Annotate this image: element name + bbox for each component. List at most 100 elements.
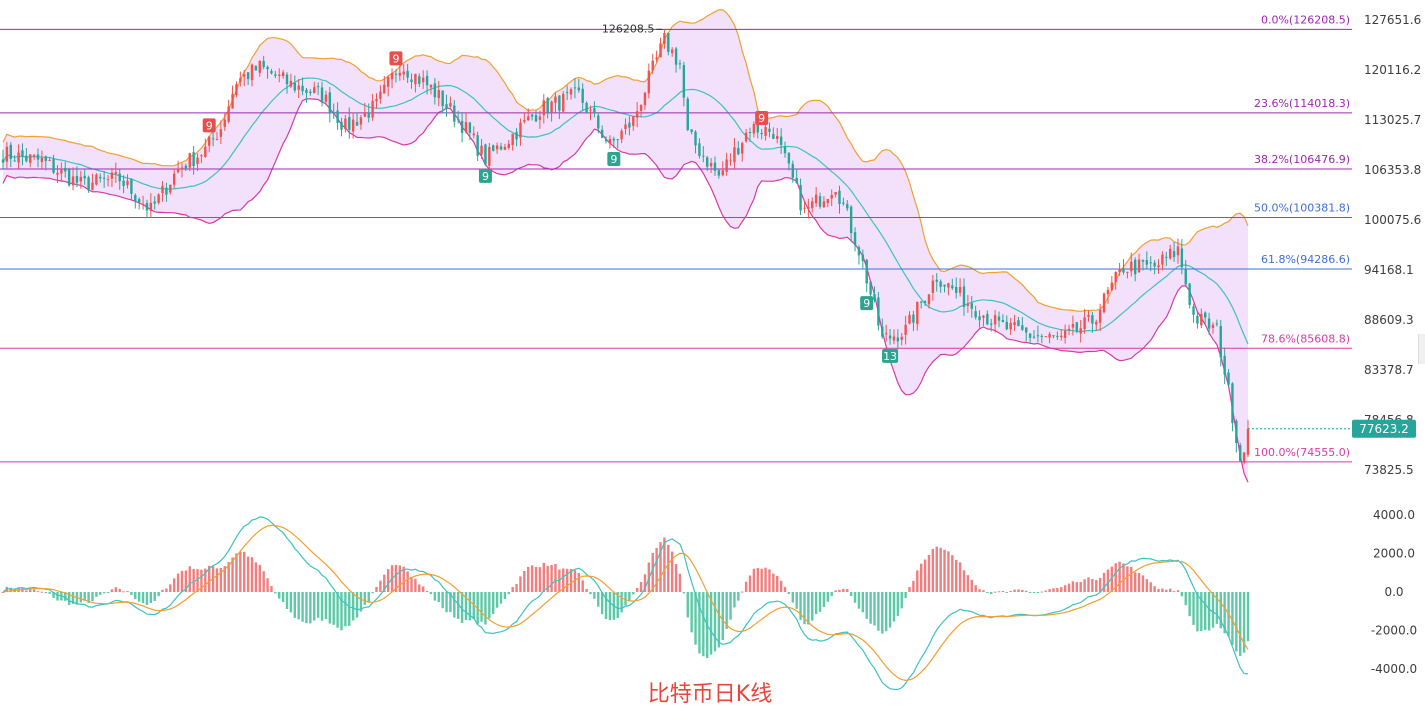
candle-body bbox=[530, 114, 534, 117]
candle-body bbox=[60, 168, 63, 174]
candle-body bbox=[375, 98, 378, 102]
candle-body bbox=[363, 112, 367, 117]
candle bbox=[1106, 286, 1110, 304]
candle-body bbox=[1056, 335, 1059, 337]
macd-histogram-bar bbox=[1176, 590, 1180, 592]
candle bbox=[1168, 244, 1172, 260]
candle bbox=[1246, 419, 1250, 457]
candle bbox=[281, 69, 285, 79]
candle-body bbox=[822, 201, 826, 208]
candle-body bbox=[5, 146, 9, 162]
macd-histogram-bar bbox=[853, 592, 857, 603]
candle-body bbox=[56, 172, 59, 175]
candle bbox=[157, 193, 160, 205]
candle-body bbox=[1130, 261, 1133, 272]
candle bbox=[301, 77, 304, 96]
candle bbox=[935, 273, 938, 292]
candle bbox=[818, 192, 822, 209]
macd-histogram-bar bbox=[966, 575, 970, 592]
candle-body bbox=[888, 335, 892, 339]
candle bbox=[1036, 325, 1040, 343]
candle-body bbox=[130, 179, 133, 194]
macd-histogram-bar bbox=[418, 584, 421, 592]
candle-body bbox=[48, 160, 51, 162]
macd-histogram-bar bbox=[597, 592, 600, 607]
price-tick-label: 100075.6 bbox=[1364, 213, 1421, 227]
candle bbox=[1, 149, 5, 170]
macd-histogram-bar bbox=[799, 592, 802, 620]
candle-body bbox=[581, 88, 584, 103]
candle bbox=[558, 95, 561, 120]
candle bbox=[966, 294, 970, 313]
candle-body bbox=[608, 139, 612, 144]
candle bbox=[519, 118, 522, 146]
macd-histogram-bar bbox=[573, 570, 577, 592]
candle-body bbox=[569, 89, 573, 95]
candle-body bbox=[309, 91, 312, 94]
macd-histogram-bar bbox=[1165, 589, 1168, 592]
td-marker-label: 9 bbox=[206, 119, 213, 132]
macd-histogram-bar bbox=[877, 592, 880, 631]
candle bbox=[896, 329, 900, 350]
candle-body bbox=[313, 87, 316, 94]
candle bbox=[223, 113, 226, 131]
macd-histogram-bar bbox=[725, 592, 728, 629]
fib-label-5: 78.6%(85608.8) bbox=[1261, 332, 1350, 345]
macd-histogram-bar bbox=[760, 568, 763, 592]
candle bbox=[694, 130, 697, 154]
price-tick-label: 106353.8 bbox=[1364, 163, 1421, 177]
candle-body bbox=[95, 174, 98, 185]
candle-body bbox=[359, 117, 363, 125]
candle-body bbox=[79, 176, 83, 182]
macd-histogram-bar bbox=[499, 592, 503, 604]
candle-body bbox=[1091, 315, 1094, 324]
candle-body bbox=[752, 124, 756, 134]
td-marker-label: 9 bbox=[610, 153, 617, 166]
candle-body bbox=[791, 163, 795, 178]
macd-histogram-bar bbox=[881, 592, 884, 634]
macd-histogram-bar bbox=[270, 586, 273, 592]
candle bbox=[1157, 259, 1160, 274]
candle-body bbox=[40, 157, 44, 163]
macd-histogram-bar bbox=[507, 592, 510, 595]
macd-histogram-bar bbox=[297, 592, 300, 620]
candle-body bbox=[468, 122, 472, 133]
scroll-handle[interactable] bbox=[1418, 334, 1425, 364]
macd-histogram-bar bbox=[958, 562, 962, 592]
macd-histogram-bar bbox=[1242, 592, 1246, 653]
candles bbox=[1, 29, 1250, 465]
candle bbox=[954, 277, 958, 299]
macd-histogram-bar bbox=[456, 592, 460, 619]
candle bbox=[1130, 252, 1133, 277]
candle bbox=[122, 175, 125, 194]
candle bbox=[48, 157, 51, 162]
candle-body bbox=[877, 297, 880, 326]
macd-histogram-bar bbox=[842, 588, 845, 592]
candle-body bbox=[472, 133, 475, 136]
macd-histogram-bar bbox=[919, 563, 923, 592]
candle-body bbox=[573, 87, 577, 89]
candle bbox=[1126, 271, 1129, 279]
candle bbox=[569, 87, 573, 100]
macd-histogram-bar bbox=[149, 592, 153, 603]
candle bbox=[624, 118, 627, 135]
candle bbox=[628, 116, 631, 136]
candle bbox=[394, 69, 398, 83]
candle-body bbox=[254, 66, 258, 71]
candle bbox=[585, 101, 588, 114]
candle-body bbox=[71, 176, 75, 186]
fib-label-2: 38.2%(106476.9) bbox=[1254, 153, 1350, 166]
candle-body bbox=[278, 74, 281, 76]
candle-body bbox=[102, 177, 106, 179]
macd-histogram-bar bbox=[814, 592, 818, 615]
candle bbox=[460, 111, 464, 143]
macd-histogram-bar bbox=[787, 592, 791, 594]
candle-body bbox=[503, 146, 507, 150]
macd-tick-label: 2000.0 bbox=[1373, 547, 1415, 561]
candle-body bbox=[612, 138, 616, 141]
macd-histogram-bar bbox=[239, 551, 242, 592]
macd-histogram-bar bbox=[106, 592, 110, 593]
candle bbox=[235, 81, 238, 98]
candle-body bbox=[958, 286, 962, 293]
